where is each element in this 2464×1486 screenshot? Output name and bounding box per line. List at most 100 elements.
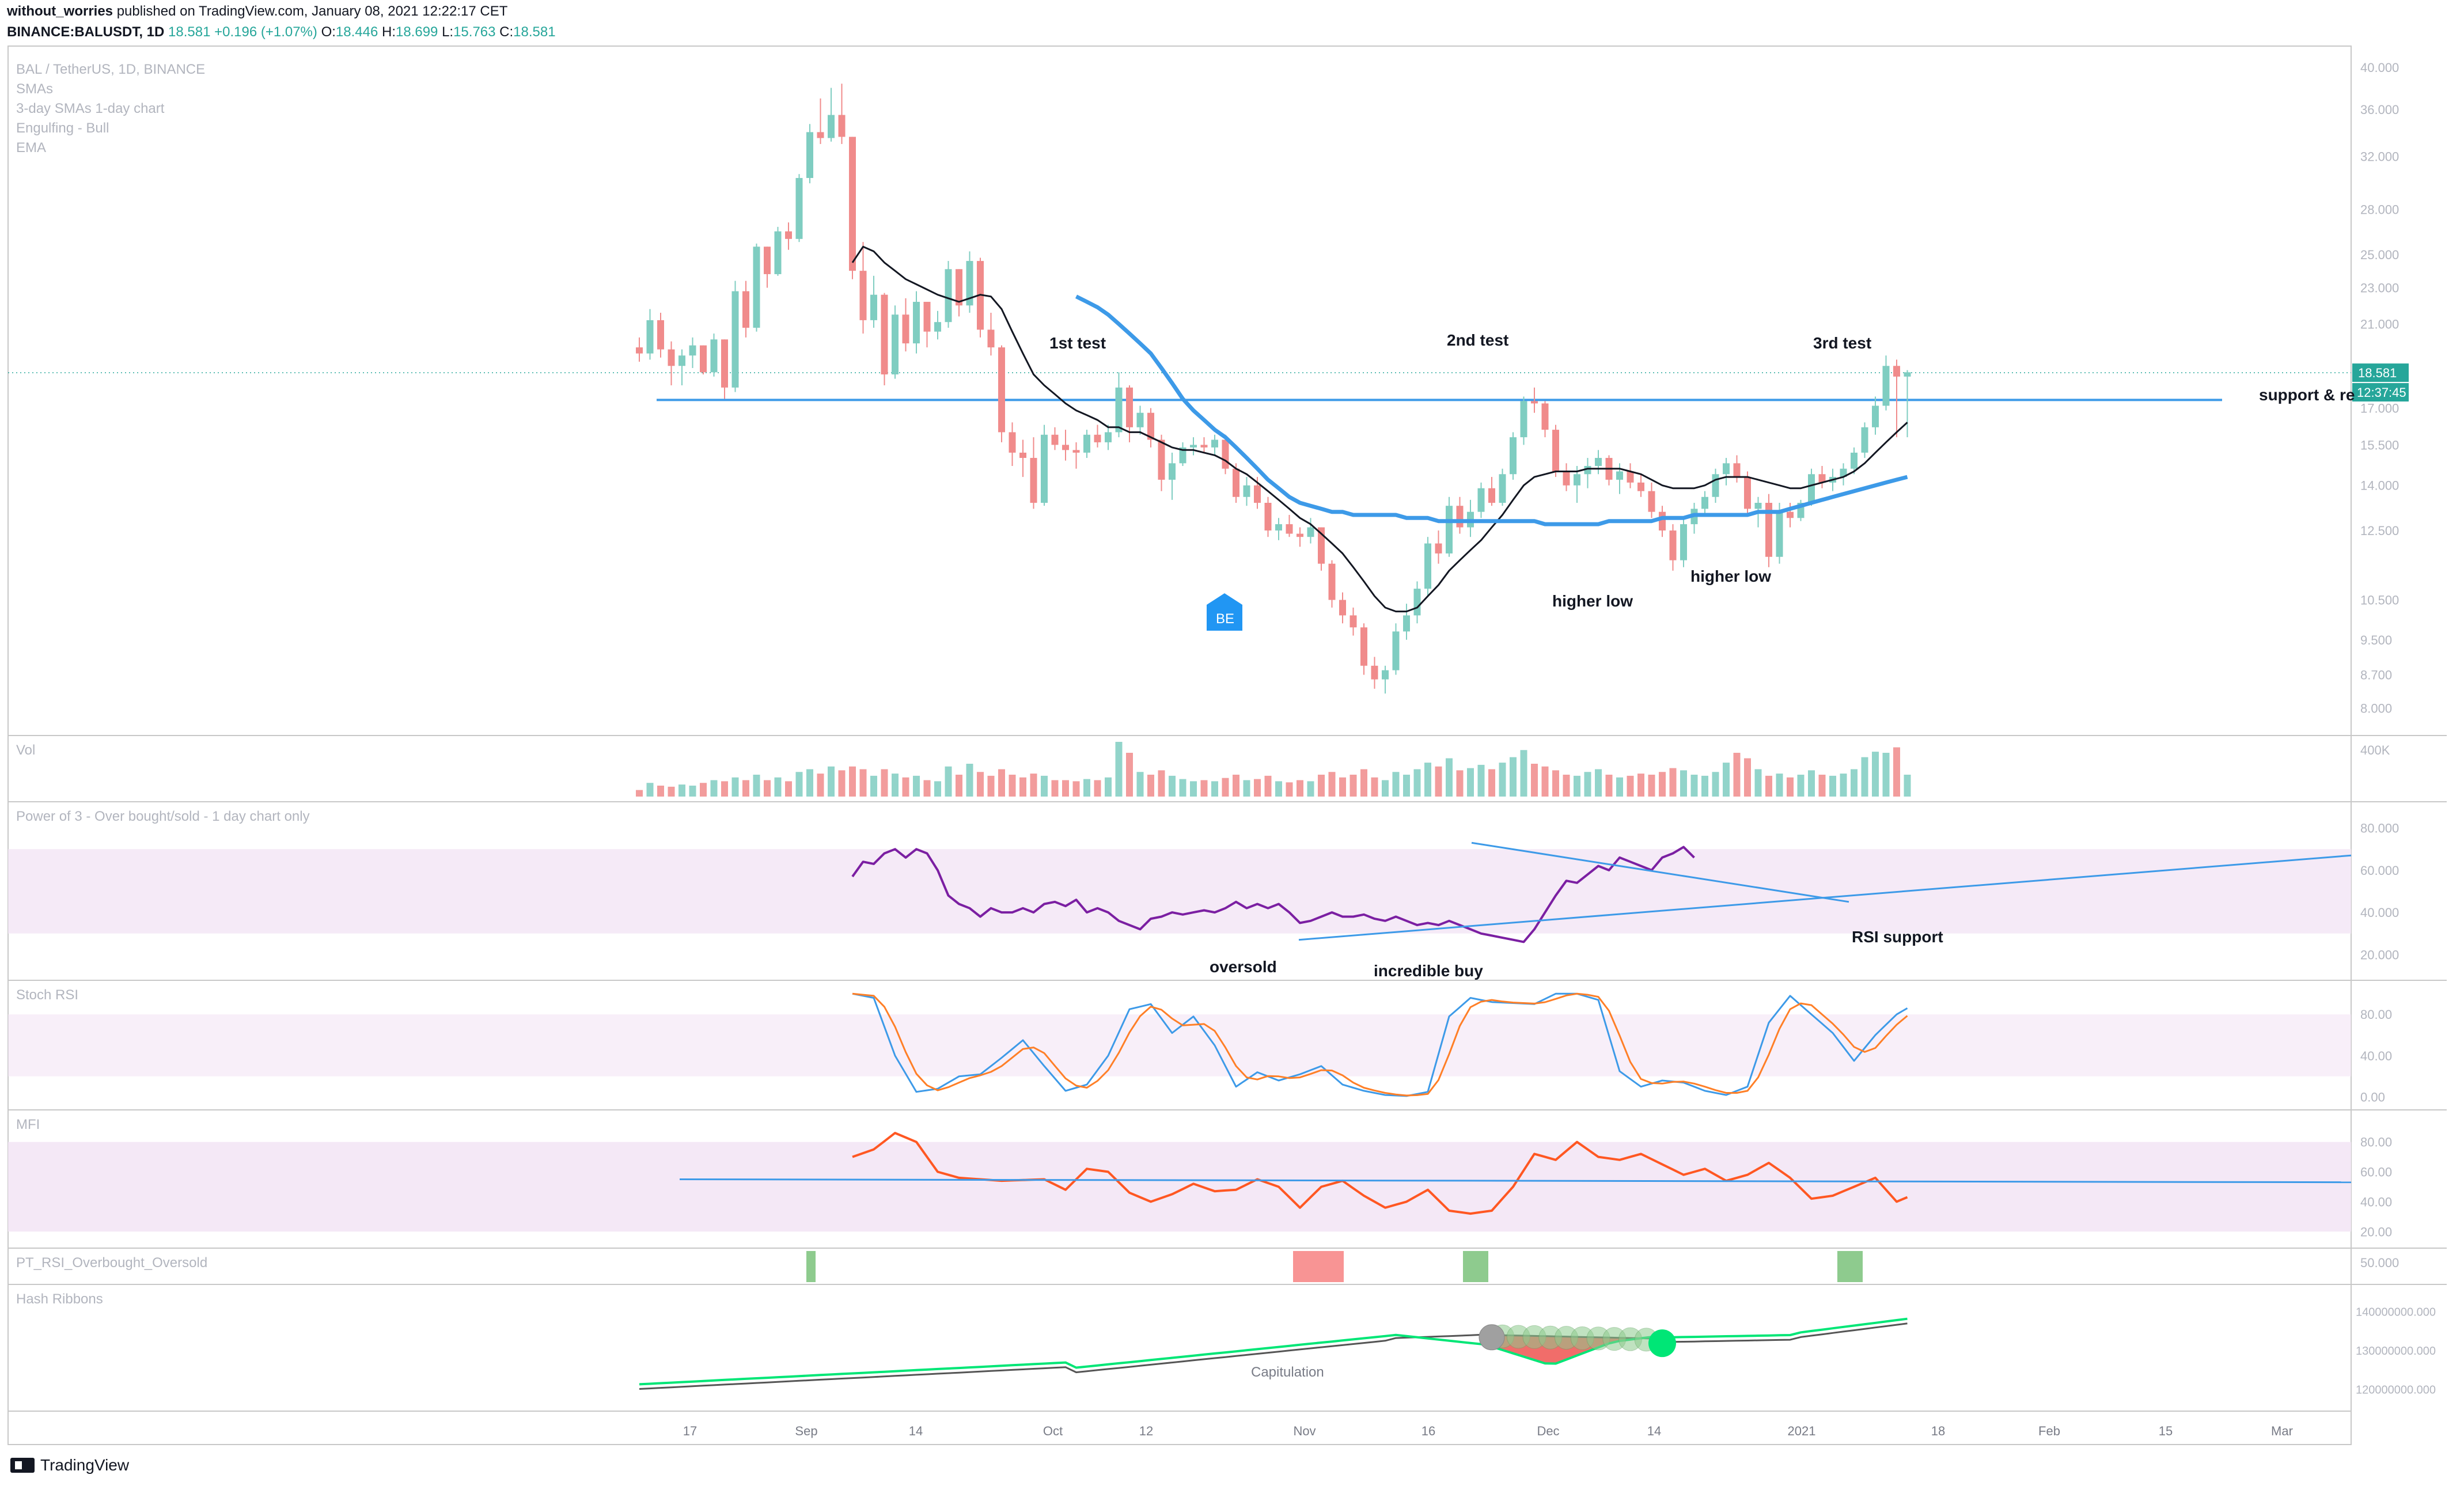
x-tick: Mar (2271, 1424, 2293, 1438)
hash-tick: 120000000.000 (2356, 1384, 2436, 1397)
candle (795, 178, 803, 239)
volume-bar (1510, 757, 1517, 797)
power3-tick: 80.000 (2360, 821, 2399, 836)
candle (1531, 401, 1538, 404)
candle (1765, 503, 1772, 557)
candle (678, 355, 685, 366)
candle (1456, 506, 1464, 528)
brand-text: TradingView (40, 1456, 130, 1474)
volume-bar (774, 777, 782, 797)
x-tick: 12 (1139, 1424, 1153, 1438)
volume-bar (636, 790, 643, 797)
price-tick: 21.000 (2360, 317, 2399, 331)
volume-bar (1690, 775, 1698, 797)
volume-bar (1179, 779, 1186, 797)
candle (849, 137, 856, 271)
candle (1062, 445, 1069, 450)
volume-bar (1787, 777, 1794, 797)
low-value: 15.763 (453, 24, 496, 40)
volume-bar (1541, 766, 1549, 797)
volume-bar (1009, 775, 1016, 797)
candle (1520, 401, 1527, 438)
volume-bar (700, 783, 707, 797)
mfi-band (8, 1142, 2351, 1232)
volume-bar (1051, 780, 1059, 797)
volume-bar (1297, 780, 1303, 797)
candle (1339, 600, 1346, 616)
volume-bar (1264, 775, 1272, 797)
volume-bar (1733, 753, 1741, 797)
candle (1200, 445, 1208, 448)
ptrsi-signal-block (1837, 1251, 1863, 1282)
candle (1701, 496, 1708, 509)
volume-bar (934, 781, 941, 797)
last-price-badge (2352, 363, 2409, 382)
candle (636, 347, 643, 354)
candle (1030, 458, 1037, 503)
publisher-name[interactable]: without_worries (7, 3, 113, 19)
volume-bar (710, 780, 718, 797)
candle (1349, 615, 1357, 628)
volume-bar (678, 784, 685, 797)
candle (1680, 524, 1687, 560)
volume-bar (1211, 781, 1218, 797)
volume-bar (849, 766, 856, 797)
volume-bar (1499, 763, 1506, 797)
candle (870, 294, 877, 320)
candle (710, 339, 718, 373)
pane-title-stoch: Stoch RSI (16, 987, 78, 1003)
mfi-trendline (679, 1178, 2352, 1184)
annotation-2nd-test: 2nd test (1447, 331, 1508, 349)
published-text: published on TradingView.com, January 08… (116, 3, 508, 19)
volume-bar (785, 781, 792, 797)
volume-bar (1435, 766, 1442, 797)
price-tick: 9.500 (2360, 633, 2392, 647)
mfi-tick: 60.00 (2360, 1165, 2392, 1180)
volume-bar (1413, 769, 1421, 797)
volume-bar (1872, 752, 1879, 797)
volume-bar (1477, 764, 1485, 797)
candle (945, 269, 952, 323)
volume-bar (1371, 777, 1378, 797)
candle (1019, 452, 1026, 458)
legend-item: 3-day SMAs 1-day chart (16, 101, 165, 116)
candle (1072, 450, 1080, 453)
candle (1861, 427, 1868, 453)
candle (1115, 387, 1123, 433)
candle (806, 132, 813, 179)
volume-bar (828, 766, 835, 797)
candle (828, 115, 835, 138)
candle (1787, 511, 1794, 518)
volume-bar (977, 772, 984, 797)
volume-bar (1861, 757, 1868, 797)
stoch-d-line (852, 992, 1908, 1097)
candle (721, 339, 728, 388)
volume-bar (1200, 780, 1208, 797)
x-tick: 18 (1931, 1424, 1945, 1438)
candle (1392, 631, 1400, 670)
volume-bar (1595, 769, 1602, 797)
candle (1659, 511, 1666, 531)
candle (1477, 488, 1485, 512)
annotation-support-resistance: support & re (2259, 386, 2355, 404)
price-tick: 12.500 (2360, 524, 2399, 538)
open-label: O: (321, 24, 336, 40)
candle (1744, 477, 1751, 509)
hash-slow-line (639, 1322, 1908, 1390)
candle (1190, 445, 1197, 448)
candle (1574, 474, 1580, 486)
candle (1136, 412, 1144, 427)
volume-bar (1158, 770, 1165, 797)
candle (1669, 530, 1677, 560)
ptrsi-signal-block (1293, 1251, 1344, 1282)
candle (892, 314, 899, 375)
capitulation-start-dot (1479, 1324, 1505, 1351)
volume-bar (1616, 777, 1623, 797)
pane-title-vol: Vol (16, 742, 35, 758)
candle (1872, 405, 1879, 427)
candle (1435, 543, 1442, 554)
volume-bar (1648, 775, 1655, 797)
candle (1488, 488, 1495, 503)
mfi-tick: 20.00 (2360, 1225, 2392, 1239)
